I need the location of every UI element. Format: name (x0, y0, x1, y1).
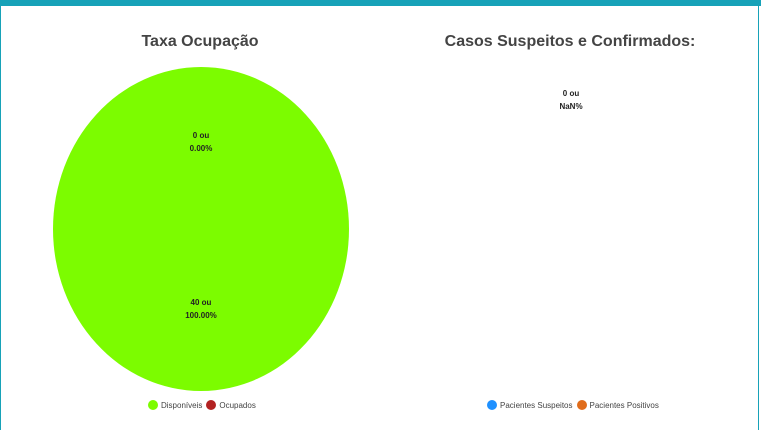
chart-title-casos: Casos Suspeitos e Confirmados: (444, 33, 696, 50)
legend-swatch-positivos (576, 400, 587, 410)
legend-item-disponiveis[interactable]: Disponíveis (148, 400, 202, 410)
data-label-ocupados: 0 ou 0.00% (190, 131, 213, 153)
pie-ocupacao: 40 ou 100.00% 0 ou 0.00% (53, 67, 349, 391)
legend-swatch-suspeitos (487, 400, 497, 410)
data-label-disponiveis: 40 ou 100.00% (185, 298, 217, 320)
legend-ocupacao: Disponíveis Ocupados (148, 400, 260, 410)
legend-label-disponiveis: Disponíveis (161, 400, 203, 410)
pie-slice-0[interactable] (53, 67, 349, 391)
top-accent-bar (0, 0, 761, 6)
legend-swatch-disponiveis (148, 400, 158, 410)
data-label-casos: 0 ou NaN% (559, 89, 582, 111)
legend-casos: Pacientes Suspeitos Pacientes Positivos (487, 400, 663, 410)
legend-label-suspeitos: Pacientes Suspeitos (500, 400, 573, 410)
legend-label-ocupados: Ocupados (219, 400, 256, 410)
legend-label-positivos: Pacientes Positivos (589, 400, 659, 410)
legend-item-suspeitos[interactable]: Pacientes Suspeitos (487, 400, 573, 410)
pie-casos: 0 ou NaN% (559, 89, 582, 111)
legend-swatch-ocupados (206, 400, 217, 410)
legend-item-positivos[interactable]: Pacientes Positivos (576, 400, 659, 410)
chart-title-ocupacao: Taxa Ocupação (141, 33, 259, 50)
legend-item-ocupados[interactable]: Ocupados (206, 400, 256, 410)
